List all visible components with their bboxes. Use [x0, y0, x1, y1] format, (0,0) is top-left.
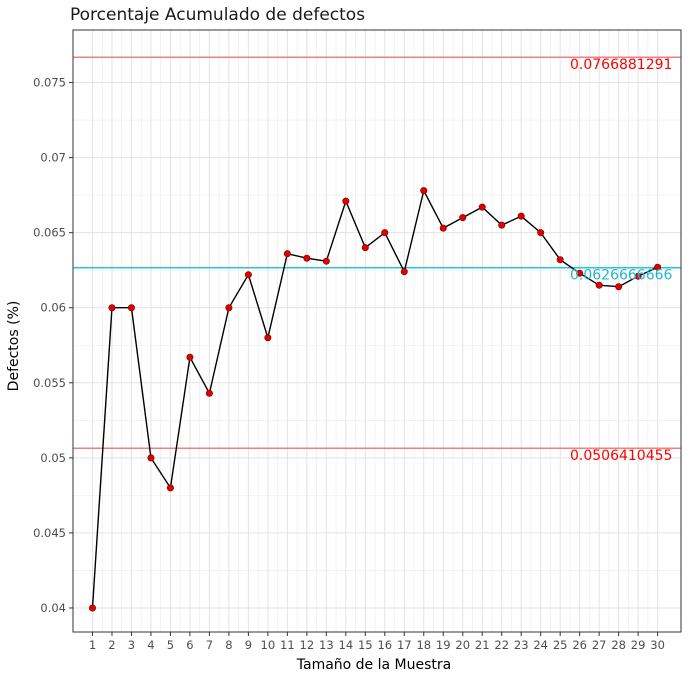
data-point [537, 229, 545, 237]
x-tick-label: 21 [475, 638, 490, 652]
x-tick-label: 13 [319, 638, 334, 652]
x-tick-label: 27 [592, 638, 607, 652]
reference-line-label: 0.0506410455 [570, 448, 672, 464]
x-tick-label: 28 [611, 638, 626, 652]
data-point [88, 604, 96, 612]
data-point [303, 254, 311, 262]
x-tick-label: 8 [225, 638, 232, 652]
data-point [244, 271, 252, 279]
x-tick-label: 7 [206, 638, 213, 652]
data-point [478, 203, 486, 211]
data-point [654, 263, 662, 271]
x-tick-label: 5 [167, 638, 174, 652]
data-point [498, 221, 506, 229]
x-tick-label: 29 [631, 638, 646, 652]
x-tick-label: 19 [436, 638, 451, 652]
x-tick-label: 16 [377, 638, 392, 652]
y-tick-label: 0.045 [33, 526, 66, 540]
x-tick-label: 4 [147, 638, 154, 652]
data-point [634, 272, 642, 280]
y-tick-label: 0.055 [33, 376, 66, 390]
x-tick-label: 12 [300, 638, 315, 652]
data-point [459, 214, 467, 222]
series-line [91, 188, 658, 609]
data-point [439, 224, 447, 232]
data-point [322, 257, 330, 265]
data-point [205, 389, 213, 397]
data-point [615, 283, 623, 291]
y-tick-label: 0.06 [40, 301, 66, 315]
x-axis-title: Tamaño de la Muestra [296, 657, 451, 673]
chart-title: Porcentaje Acumulado de defectos [70, 5, 365, 25]
x-tick-label: 20 [455, 638, 470, 652]
x-tick-label: 2 [108, 638, 115, 652]
panel-border [72, 29, 682, 633]
data-point [186, 353, 194, 361]
data-point [576, 269, 584, 277]
y-tick-label: 0.05 [40, 451, 66, 465]
data-point [420, 187, 428, 195]
x-tick-label: 3 [128, 638, 135, 652]
plot-panel [73, 30, 681, 632]
reference-line-label: 0.0626666666 [570, 268, 673, 284]
data-point [556, 256, 564, 264]
data-point [225, 304, 233, 312]
data-point [127, 304, 135, 312]
x-tick-label: 15 [358, 638, 373, 652]
data-point [166, 484, 174, 492]
x-tick-label: 24 [533, 638, 548, 652]
x-tick-label: 25 [553, 638, 568, 652]
reference-line-label: 0.0766881291 [570, 57, 672, 73]
x-tick-label: 30 [650, 638, 665, 652]
x-tick-label: 14 [339, 638, 354, 652]
data-point [283, 250, 291, 258]
data-point [400, 268, 408, 276]
data-point [342, 197, 350, 205]
data-point [147, 454, 155, 462]
x-tick-label: 1 [89, 638, 96, 652]
y-tick-label: 0.04 [40, 601, 66, 615]
y-tick-label: 0.075 [33, 76, 66, 90]
x-tick-label: 23 [514, 638, 529, 652]
data-point [595, 281, 603, 289]
x-tick-label: 9 [245, 638, 252, 652]
y-tick-label: 0.07 [40, 151, 66, 165]
x-tick-label: 22 [494, 638, 509, 652]
x-tick-label: 11 [280, 638, 295, 652]
data-point [264, 334, 272, 342]
y-tick-label: 0.065 [33, 226, 66, 240]
data-point [361, 244, 369, 252]
data-point [517, 212, 525, 220]
x-tick-label: 17 [397, 638, 412, 652]
x-tick-label: 10 [261, 638, 276, 652]
data-point [381, 229, 389, 237]
data-point [108, 304, 116, 312]
y-axis-title: Defectos (%) [6, 301, 22, 392]
x-tick-label: 18 [416, 638, 431, 652]
x-tick-label: 6 [186, 638, 193, 652]
x-tick-label: 26 [572, 638, 587, 652]
